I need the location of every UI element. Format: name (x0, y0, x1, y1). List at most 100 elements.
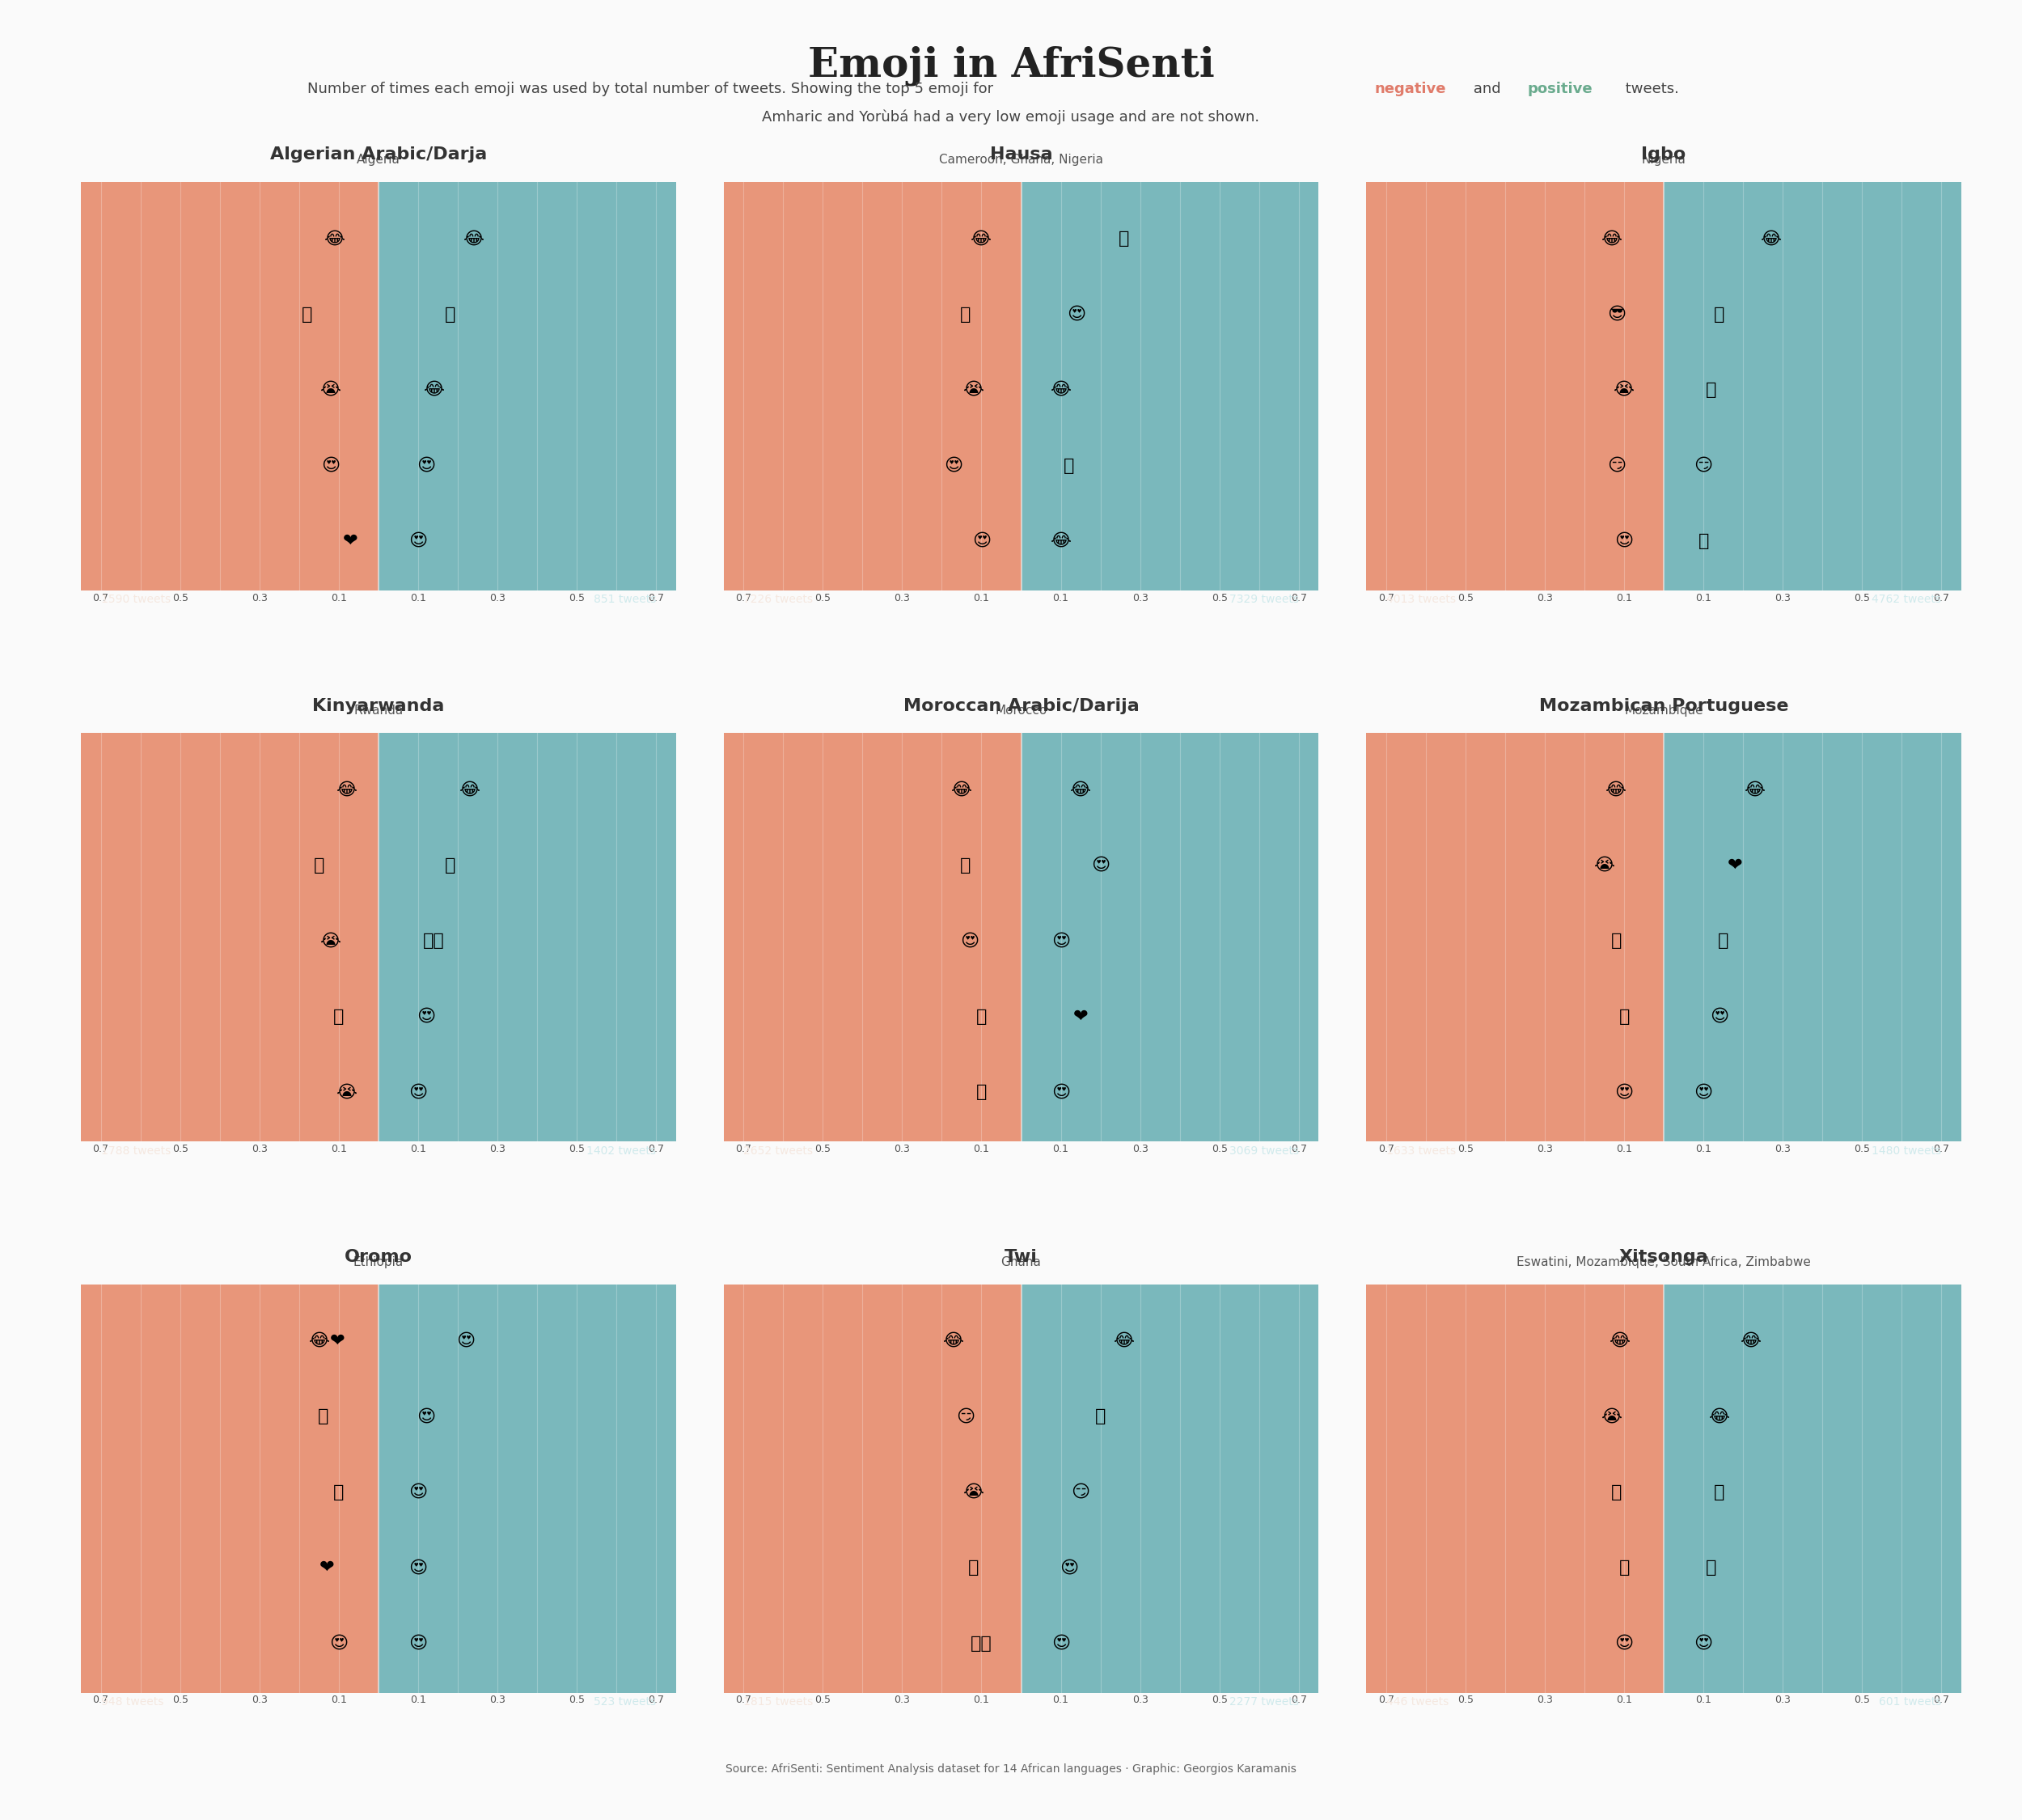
Text: 🙏: 🙏 (445, 857, 455, 874)
Text: 446 tweets: 446 tweets (1387, 1696, 1448, 1707)
Text: 🎶: 🎶 (1707, 1560, 1717, 1576)
Text: 😍: 😍 (321, 457, 340, 473)
Text: ❤️: ❤️ (1074, 1008, 1088, 1025)
Text: 😭: 😭 (319, 382, 342, 399)
Text: tweets.: tweets. (1622, 82, 1678, 96)
Text: Morocco: Morocco (995, 704, 1047, 717)
Title: Kinyarwanda: Kinyarwanda (311, 697, 445, 713)
Text: 😍: 😍 (1616, 1636, 1634, 1651)
Text: Emoji in AfriSenti: Emoji in AfriSenti (807, 46, 1215, 86)
Text: 🔥: 🔥 (1096, 1409, 1106, 1425)
Text: 😭: 😭 (336, 1085, 358, 1101)
Text: 😍: 😍 (1051, 1636, 1070, 1651)
Bar (378, 1285, 675, 1693)
Text: 1788 tweets: 1788 tweets (101, 1145, 170, 1156)
Text: 7226 tweets: 7226 tweets (744, 593, 813, 606)
Text: 😂: 😂 (1114, 1332, 1134, 1349)
Text: 523 tweets: 523 tweets (594, 1696, 655, 1707)
Text: 😍: 😍 (1694, 1636, 1713, 1651)
Text: 😍: 😍 (1694, 1085, 1713, 1101)
Text: 🔥: 🔥 (1715, 1483, 1725, 1500)
Text: 😂: 😂 (336, 783, 358, 797)
Text: 😍: 😍 (944, 457, 962, 473)
Text: 💔: 💔 (1620, 1008, 1630, 1025)
Bar (1664, 182, 1961, 590)
Text: 2277 tweets: 2277 tweets (1229, 1696, 1298, 1707)
Title: Xitsonga: Xitsonga (1620, 1249, 1709, 1265)
Text: 😂: 😂 (1761, 231, 1781, 248)
Bar (1021, 182, 1318, 590)
Text: 😭: 😭 (962, 1483, 985, 1500)
Bar (1367, 182, 1664, 590)
Text: Ghana: Ghana (1001, 1256, 1041, 1269)
Bar (724, 733, 1021, 1141)
Text: 😂: 😂 (1610, 1332, 1630, 1349)
Text: 948 tweets: 948 tweets (101, 1696, 164, 1707)
Text: 😂: 😂 (459, 783, 479, 797)
Text: 2652 tweets: 2652 tweets (744, 1145, 813, 1156)
Text: 😂: 😂 (1741, 1332, 1761, 1349)
Text: 😂: 😂 (324, 231, 346, 248)
Text: Amharic and Yorùbá had a very low emoji usage and are not shown.: Amharic and Yorùbá had a very low emoji … (762, 109, 1260, 124)
Text: Eswatini, Mozambique, South Africa, Zimbabwe: Eswatini, Mozambique, South Africa, Zimb… (1516, 1256, 1812, 1269)
Text: 1633 tweets: 1633 tweets (1387, 1145, 1456, 1156)
Text: 🤣: 🤣 (317, 1409, 328, 1425)
Text: 😂: 😂 (1709, 1409, 1731, 1425)
Text: 😍: 😍 (1068, 306, 1086, 322)
Text: 😭: 😭 (1614, 382, 1634, 399)
Text: 😂: 😂 (971, 231, 993, 248)
Bar (1367, 1285, 1664, 1693)
Title: Mozambican Portuguese: Mozambican Portuguese (1539, 697, 1789, 713)
Text: 🇸🇻: 🇸🇻 (971, 1636, 993, 1651)
Text: 🔥: 🔥 (1719, 934, 1729, 950)
Text: 😍: 😍 (1711, 1008, 1729, 1025)
Text: 😏: 😏 (956, 1409, 975, 1425)
Text: 😂: 😂 (942, 1332, 964, 1349)
Text: 1815 tweets: 1815 tweets (744, 1696, 813, 1707)
Text: 😍: 😍 (1051, 1085, 1070, 1101)
Text: 😍: 😍 (408, 1085, 427, 1101)
Text: 😏: 😏 (1694, 457, 1713, 473)
Text: 😍: 😍 (408, 533, 427, 550)
Bar (1021, 1285, 1318, 1693)
Text: 601 tweets: 601 tweets (1878, 1696, 1941, 1707)
Title: Hausa: Hausa (989, 147, 1053, 162)
Text: 😂: 😂 (1070, 783, 1092, 797)
Text: 😍: 😍 (408, 1560, 427, 1576)
Text: 🤞: 🤞 (1064, 457, 1074, 473)
Text: 🤔: 🤔 (334, 1008, 344, 1025)
Text: 😍: 😍 (330, 1636, 348, 1651)
Text: 😂❤️: 😂❤️ (309, 1332, 346, 1349)
Text: 😂: 😂 (1049, 533, 1072, 550)
Title: Moroccan Arabic/Darija: Moroccan Arabic/Darija (904, 697, 1138, 713)
Text: Number of times each emoji was used by total number of tweets. Showing the top 5: Number of times each emoji was used by t… (558, 82, 1464, 96)
Bar (81, 182, 378, 590)
Text: 😍: 😍 (960, 934, 979, 950)
Bar (724, 182, 1021, 590)
Text: 851 tweets: 851 tweets (594, 593, 655, 606)
Text: 😭: 😭 (962, 382, 985, 399)
Bar (1367, 733, 1664, 1141)
Bar (81, 733, 378, 1141)
Text: 😂: 😂 (1049, 382, 1072, 399)
Text: 🤲: 🤲 (1118, 231, 1130, 248)
Bar (81, 1285, 378, 1693)
Text: 😍: 😍 (1092, 857, 1110, 874)
Text: 😍: 😍 (417, 1008, 435, 1025)
Text: 🤣: 🤣 (301, 306, 313, 322)
Text: 7329 tweets: 7329 tweets (1229, 593, 1298, 606)
Title: Igbo: Igbo (1642, 147, 1686, 162)
Text: 🎶: 🎶 (1698, 533, 1709, 550)
Text: Mozambique: Mozambique (1624, 704, 1703, 717)
Bar (1021, 733, 1318, 1141)
Text: negative: negative (1375, 82, 1446, 96)
Text: 🤣: 🤣 (960, 857, 971, 874)
Text: 🙏: 🙏 (1707, 382, 1717, 399)
Text: 😂: 😂 (463, 231, 483, 248)
Text: 😏: 😏 (1072, 1483, 1090, 1500)
Text: 😭: 😭 (1593, 857, 1616, 874)
Text: 4762 tweets: 4762 tweets (1872, 593, 1941, 606)
Text: ❤️: ❤️ (1727, 857, 1743, 874)
Text: 1480 tweets: 1480 tweets (1872, 1145, 1941, 1156)
Text: 4013 tweets: 4013 tweets (1387, 593, 1456, 606)
